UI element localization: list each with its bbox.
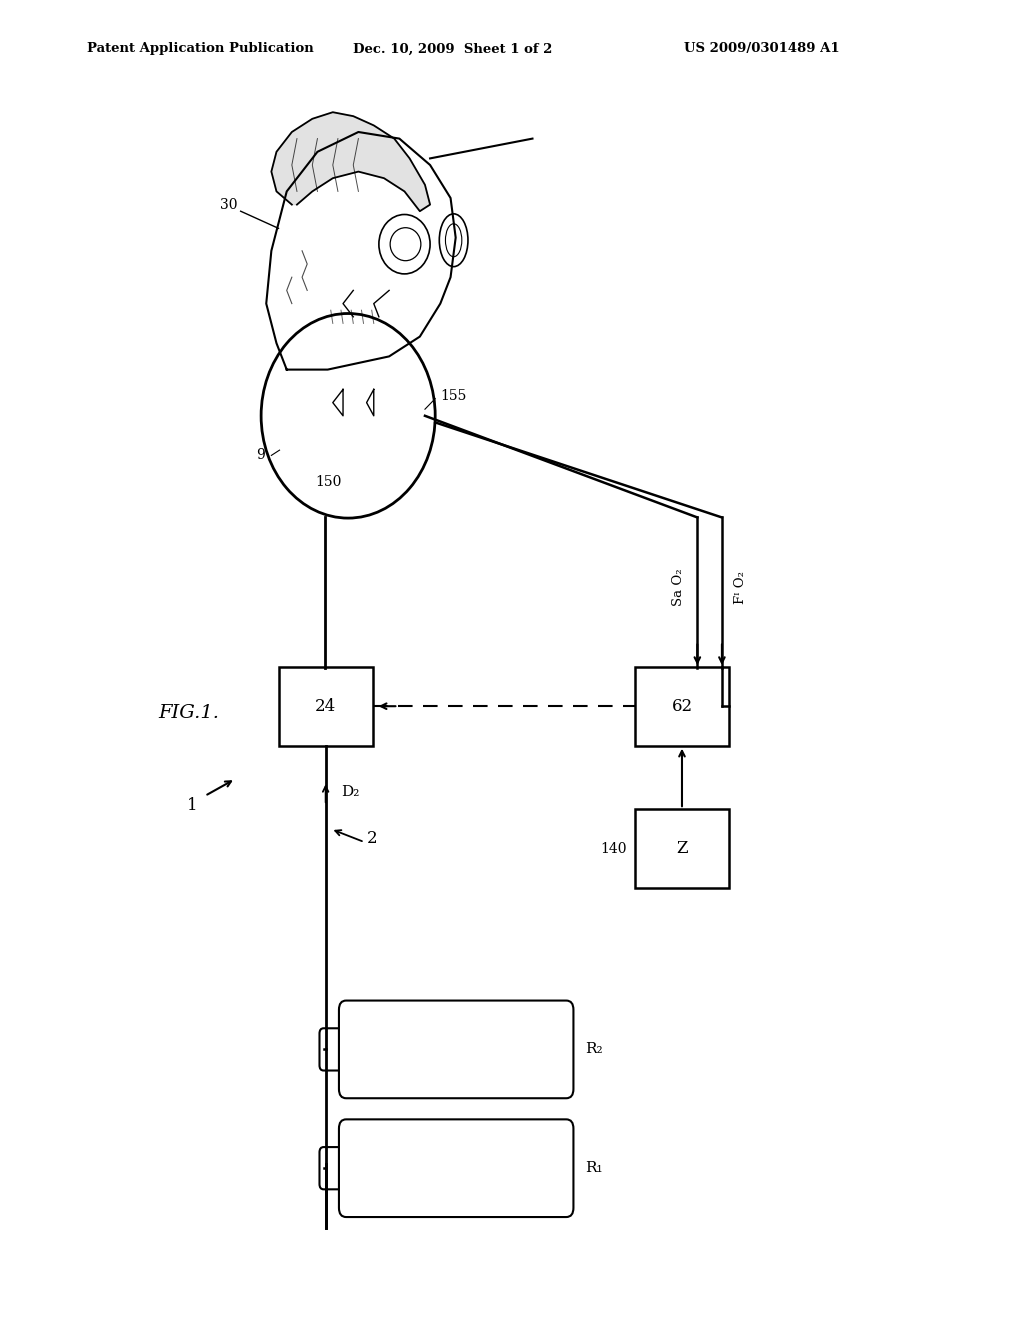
Text: Fᴵ O₂: Fᴵ O₂	[734, 570, 746, 605]
FancyBboxPatch shape	[279, 667, 373, 746]
Text: FIG.1.: FIG.1.	[159, 704, 220, 722]
Text: 150: 150	[315, 475, 342, 488]
Text: D₂: D₂	[341, 785, 359, 799]
Text: 62: 62	[672, 698, 692, 714]
Text: R₂: R₂	[585, 1043, 602, 1056]
Text: 2: 2	[367, 830, 377, 846]
FancyBboxPatch shape	[339, 1119, 573, 1217]
Text: 155: 155	[440, 389, 467, 403]
FancyBboxPatch shape	[635, 667, 729, 746]
Text: Patent Application Publication: Patent Application Publication	[87, 42, 313, 55]
Polygon shape	[271, 112, 430, 211]
FancyBboxPatch shape	[319, 1147, 353, 1189]
FancyBboxPatch shape	[635, 809, 729, 888]
Text: 1: 1	[187, 797, 198, 813]
Text: 9: 9	[256, 449, 265, 462]
Text: Dec. 10, 2009  Sheet 1 of 2: Dec. 10, 2009 Sheet 1 of 2	[353, 42, 553, 55]
Text: US 2009/0301489 A1: US 2009/0301489 A1	[684, 42, 840, 55]
Text: 140: 140	[600, 842, 627, 855]
Text: Z: Z	[676, 841, 688, 857]
FancyBboxPatch shape	[319, 1028, 353, 1071]
Text: 30: 30	[220, 198, 238, 211]
Text: 24: 24	[315, 698, 336, 714]
Text: R₁: R₁	[585, 1162, 602, 1175]
Text: Sa O₂: Sa O₂	[673, 569, 685, 606]
FancyBboxPatch shape	[339, 1001, 573, 1098]
